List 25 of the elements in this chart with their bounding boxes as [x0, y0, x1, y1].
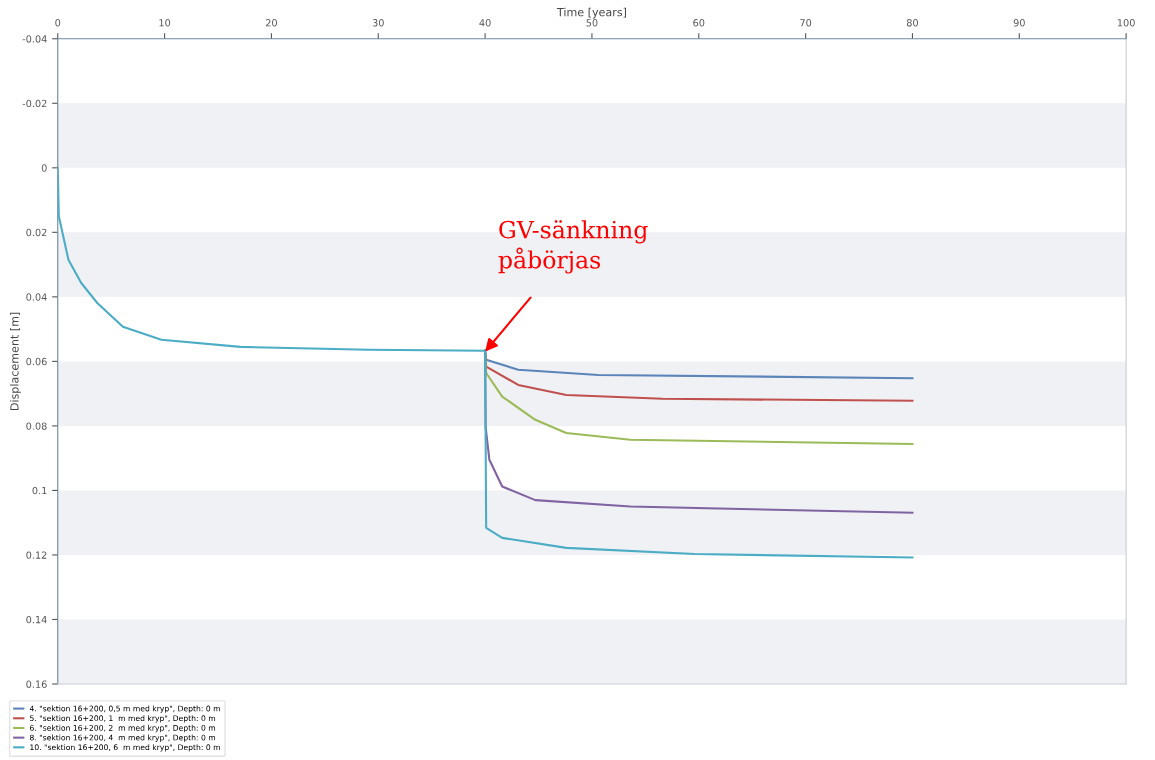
x-tick-label: 90: [1013, 19, 1025, 27]
x-axis-title: Time [years]: [556, 7, 626, 19]
x-tick-label: 100: [1117, 19, 1135, 27]
y-tick-label: 0.04: [26, 293, 47, 301]
y-axis-title: Displacement [m]: [10, 312, 21, 410]
annotation: GV-sänkning påbörjas: [498, 220, 648, 274]
y-tick-label: 0.14: [26, 615, 47, 624]
x-tick-label: 60: [693, 19, 705, 27]
y-tick-label: 0.02: [26, 228, 47, 237]
x-tick-label: 0: [55, 19, 61, 27]
y-tick-label: -0.04: [22, 35, 47, 43]
x-tick-label: 70: [800, 19, 812, 27]
x-tick-label: 30: [372, 19, 384, 27]
y-tick-label: -0.02: [22, 99, 47, 108]
y-tick-label: 0.08: [26, 422, 47, 430]
x-tick-label: 80: [906, 19, 918, 27]
y-tick-label: 0.12: [26, 551, 47, 559]
y-tick-label: 0: [41, 164, 47, 172]
x-tick-label: 40: [479, 19, 491, 27]
y-tick-label: 0.16: [26, 680, 47, 688]
x-tick-label: 20: [265, 19, 277, 27]
x-tick-label: 10: [159, 19, 171, 27]
x-tick-label: 50: [586, 19, 598, 27]
y-tick-label: 0.1: [32, 486, 47, 495]
y-tick-label: 0.06: [26, 357, 47, 366]
